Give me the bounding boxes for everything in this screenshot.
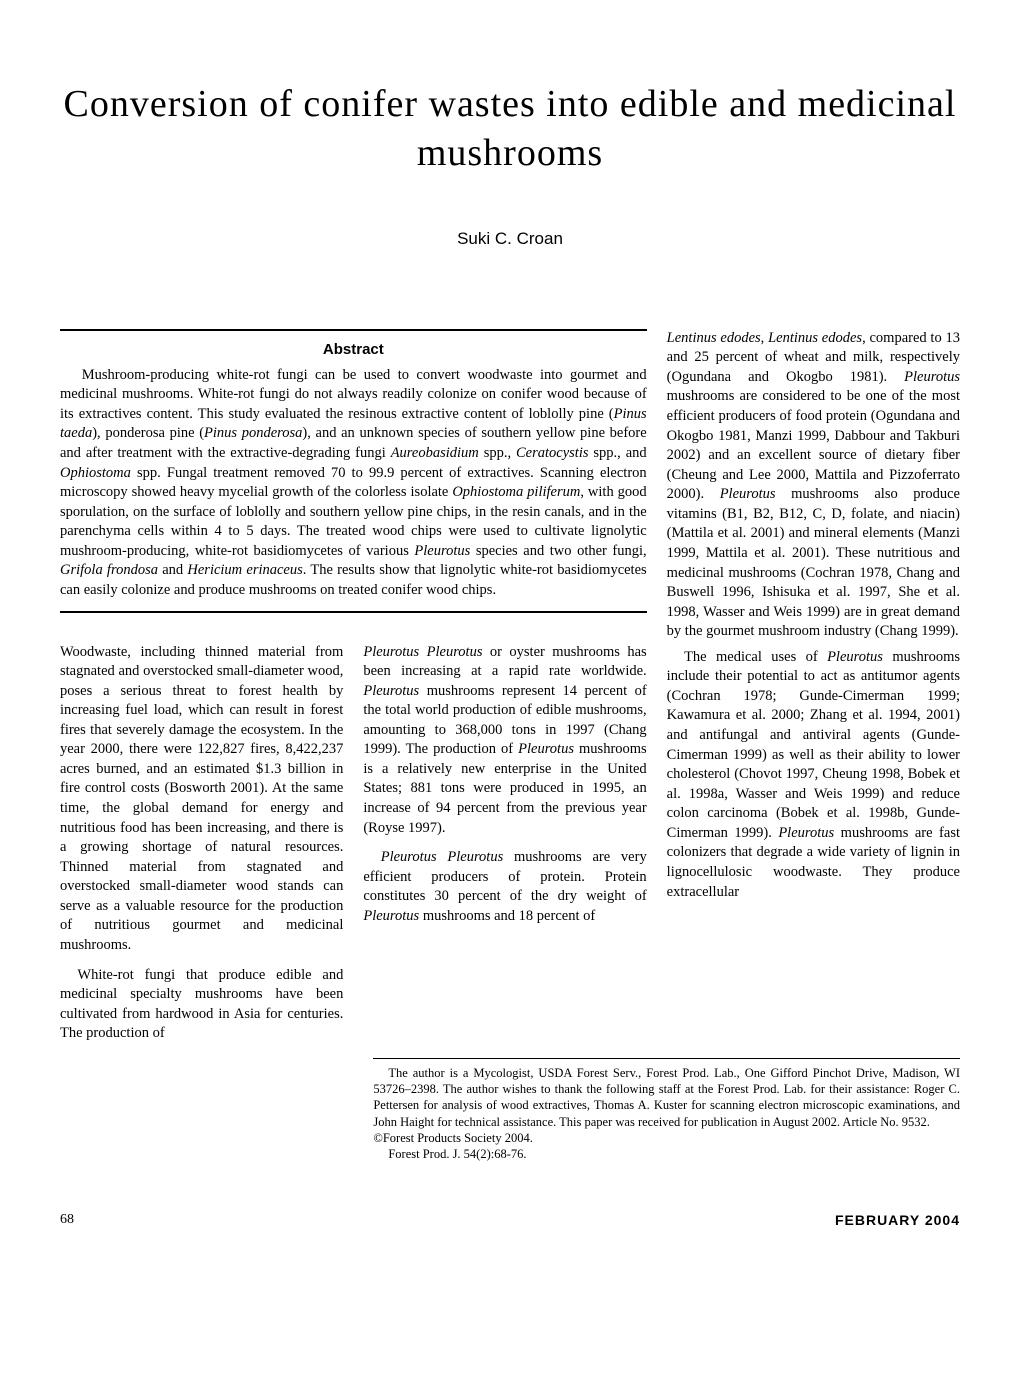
- article-title: Conversion of conifer wastes into edible…: [60, 80, 960, 179]
- body-column-2: Pleurotus Pleurotus or oyster mushrooms …: [363, 643, 646, 1044]
- body-paragraph: Lentinus edodes, Lentinus edodes, compar…: [667, 329, 960, 642]
- issue-date: FEBRUARY 2004: [835, 1212, 960, 1228]
- abstract-heading: Abstract: [60, 341, 647, 358]
- page-number: 68: [60, 1212, 74, 1228]
- footnote-text: The author is a Mycologist, USDA Forest …: [373, 1065, 960, 1130]
- body-column-3: Lentinus edodes, Lentinus edodes, compar…: [667, 329, 960, 1044]
- footnote-copyright: ©Forest Products Society 2004.: [373, 1130, 960, 1146]
- body-paragraph: Woodwaste, including thinned material fr…: [60, 643, 343, 956]
- abstract-section: Abstract Mushroom-producing white-rot fu…: [60, 329, 647, 613]
- article-author: Suki C. Croan: [60, 229, 960, 249]
- footnote-citation: Forest Prod. J. 54(2):68-76.: [373, 1146, 960, 1162]
- body-paragraph: White-rot fungi that produce edible and …: [60, 966, 343, 1044]
- body-column-1: Woodwaste, including thinned material fr…: [60, 643, 343, 1044]
- body-paragraph: Pleurotus Pleurotus mushrooms are very e…: [363, 848, 646, 926]
- abstract-text: Mushroom-producing white-rot fungi can b…: [60, 366, 647, 601]
- page-footer: 68 FEBRUARY 2004: [60, 1212, 960, 1228]
- body-paragraph: The medical uses of Pleurotus mushrooms …: [667, 648, 960, 902]
- body-paragraph: Pleurotus Pleurotus or oyster mushrooms …: [363, 643, 646, 839]
- footnote-section: The author is a Mycologist, USDA Forest …: [373, 1058, 960, 1163]
